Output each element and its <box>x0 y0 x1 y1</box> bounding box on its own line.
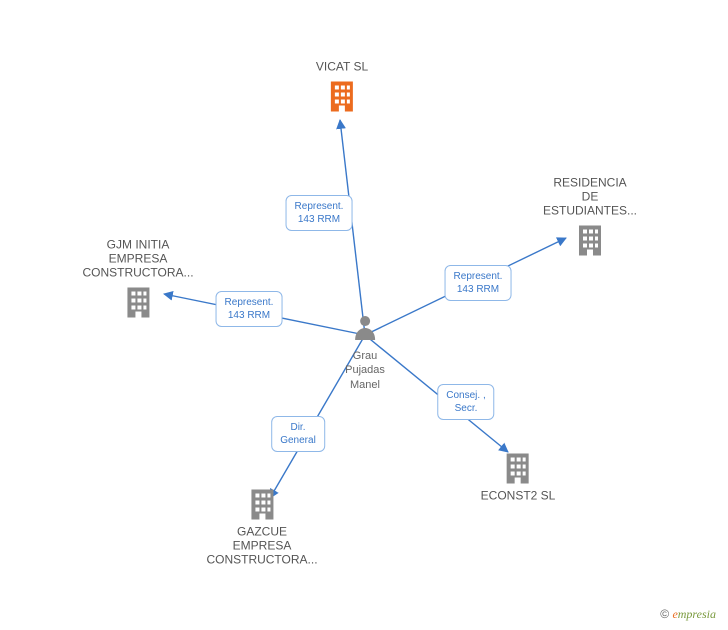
building-icon <box>247 488 277 520</box>
building-icon <box>123 286 153 318</box>
company-node-gazcue[interactable]: GAZCUEEMPRESACONSTRUCTORA... <box>206 488 317 573</box>
diagram-canvas: Grau Pujadas Manel VICAT SL RESIDENCIADE… <box>0 0 728 630</box>
company-title: RESIDENCIADEESTUDIANTES... <box>543 176 637 218</box>
person-icon <box>353 314 377 340</box>
building-icon <box>575 224 605 256</box>
company-node-residencia[interactable]: RESIDENCIADEESTUDIANTES... <box>543 176 637 261</box>
brand-rest: mpresia <box>678 607 716 621</box>
edge-label: Consej. , Secr. <box>437 384 494 420</box>
edge-label: Represent. 143 RRM <box>286 195 353 231</box>
edge-label: Represent. 143 RRM <box>216 291 283 327</box>
company-node-econst2[interactable]: ECONST2 SL <box>481 452 556 509</box>
edge-label: Dir. General <box>271 416 325 452</box>
company-title: GJM INITIAEMPRESACONSTRUCTORA... <box>82 238 193 280</box>
company-node-gjminitia[interactable]: GJM INITIAEMPRESACONSTRUCTORA... <box>82 238 193 323</box>
company-title: ECONST2 SL <box>481 489 556 503</box>
footer-credit: © empresia <box>660 607 716 622</box>
company-title: VICAT SL <box>316 60 368 74</box>
building-icon <box>503 452 533 484</box>
center-person-node[interactable]: Grau Pujadas Manel <box>345 314 385 392</box>
company-node-vicat[interactable]: VICAT SL <box>316 60 368 117</box>
copyright-symbol: © <box>660 607 669 621</box>
center-person-label: Grau Pujadas Manel <box>345 349 385 392</box>
building-icon <box>327 80 357 112</box>
edge-label: Represent. 143 RRM <box>445 265 512 301</box>
company-title: GAZCUEEMPRESACONSTRUCTORA... <box>206 525 317 567</box>
